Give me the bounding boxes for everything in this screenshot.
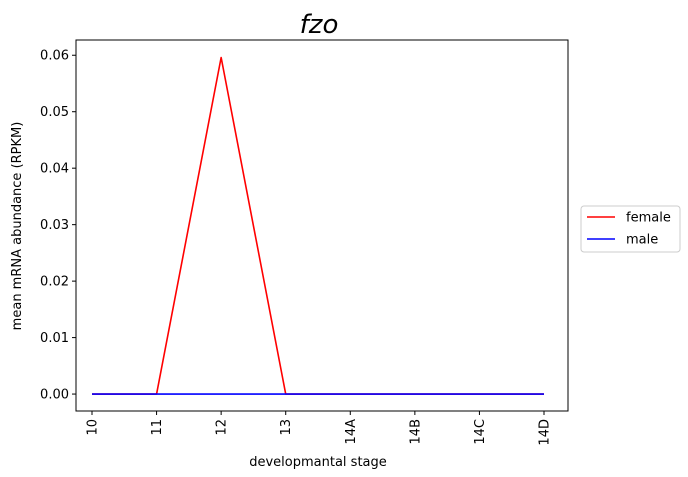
legend: female male xyxy=(580,205,681,253)
x-tick-label: 14A xyxy=(344,419,359,445)
y-tick-label: 0.06 xyxy=(40,49,69,64)
x-tick-label: 14C xyxy=(473,419,488,445)
y-tick-label: 0.04 xyxy=(40,162,69,177)
x-tick-label: 10 xyxy=(86,419,101,436)
y-axis-label: mean mRNA abundance (RPKM) xyxy=(10,122,25,331)
x-tick-label: 11 xyxy=(150,419,165,436)
x-tick-label: 14D xyxy=(538,419,553,446)
x-axis-label: developmantal stage xyxy=(249,455,387,470)
legend-label-female: female xyxy=(626,211,671,226)
y-tick-label: 0.05 xyxy=(40,105,69,120)
y-tick-label: 0.03 xyxy=(40,218,69,233)
y-tick-label: 0.00 xyxy=(40,388,69,403)
y-tick-label: 0.01 xyxy=(40,331,69,346)
plot-area xyxy=(75,39,569,412)
chart-title: fzo xyxy=(300,10,339,40)
series-line-female xyxy=(92,56,544,395)
x-tick-label: 14B xyxy=(408,419,423,444)
x-tick-label: 13 xyxy=(279,419,294,436)
legend-label-male: male xyxy=(626,233,658,248)
x-tick-label: 12 xyxy=(215,419,230,436)
y-tick-label: 0.02 xyxy=(40,275,69,290)
